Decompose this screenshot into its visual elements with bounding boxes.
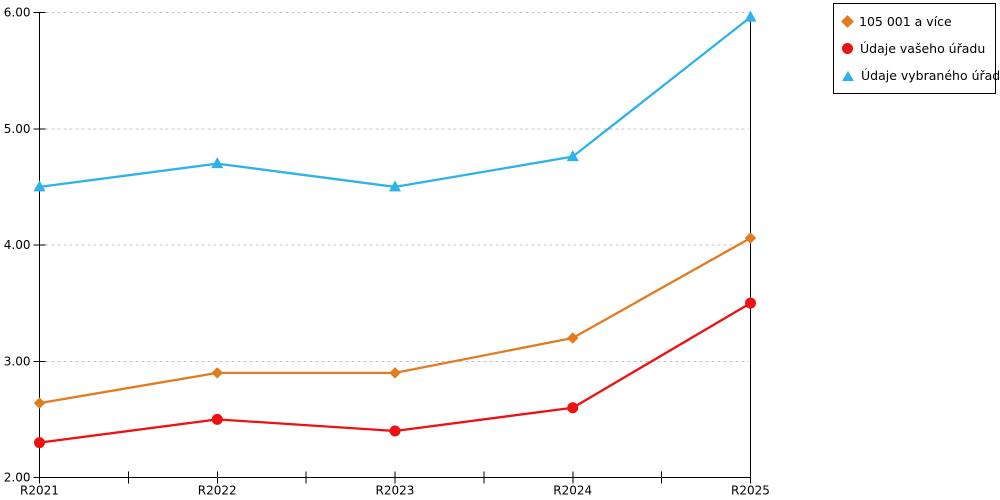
data-point-marker [566, 150, 579, 162]
diamond-marker-icon [841, 15, 854, 28]
y-tick-label: 2.00 [4, 471, 31, 485]
data-point-marker [567, 402, 579, 414]
data-point-marker [211, 367, 223, 379]
circle-marker-icon [842, 43, 853, 54]
data-point-marker [33, 180, 46, 192]
x-tick-label: R2022 [198, 484, 237, 498]
legend-label: Údaje vybraného úřadu [861, 68, 1000, 83]
data-point-marker [744, 232, 757, 244]
x-tick-label: R2024 [553, 484, 592, 498]
data-point-marker [744, 10, 757, 22]
y-tick-label: 6.00 [4, 6, 31, 20]
series-line [39, 16, 752, 189]
data-point-marker [211, 413, 223, 425]
legend-label: 105 001 a více [859, 14, 952, 29]
data-point-marker [389, 180, 401, 192]
data-point-marker [211, 157, 224, 169]
data-point-marker [33, 397, 46, 409]
x-tick-label: R2025 [731, 484, 770, 498]
x-tick-label: R2023 [376, 484, 415, 498]
legend-item-udaje-vaseho-uradu[interactable]: Údaje vašeho úřadu [842, 41, 989, 56]
y-tick-label: 4.00 [4, 238, 31, 252]
data-point-marker [389, 425, 401, 437]
data-point-marker [567, 332, 579, 344]
triangle-marker-icon [842, 70, 854, 81]
data-point-marker [745, 297, 756, 309]
legend-item-105001-a-vice[interactable]: 105 001 a více [841, 14, 989, 29]
y-tick-label: 3.00 [4, 354, 31, 368]
legend-item-udaje-vybraneho-uradu[interactable]: Údaje vybraného úřadu [842, 68, 1000, 83]
data-point-marker [34, 437, 45, 449]
legend-label: Údaje vašeho úřadu [860, 41, 986, 56]
legend: 105 001 a více Údaje vašeho úřadu Údaje … [833, 3, 1000, 94]
x-tick-label: R2021 [20, 484, 59, 498]
y-tick-label: 5.00 [4, 122, 31, 136]
data-point-marker [389, 367, 401, 379]
